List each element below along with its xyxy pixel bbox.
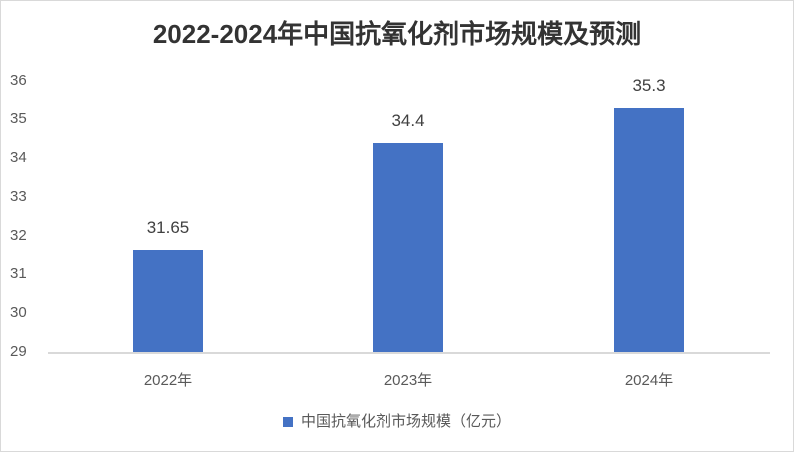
y-tick: 29 [10,343,27,360]
bar-2023[interactable] [373,143,443,352]
y-tick: 36 [10,72,27,89]
legend-swatch-icon [282,417,293,428]
data-label-2022: 31.65 [146,218,190,237]
y-tick: 34 [10,149,27,166]
bar-2022[interactable] [133,250,203,352]
y-tick: 33 [10,188,27,205]
bar-2024[interactable] [614,108,684,352]
legend: 中国抗氧化剂市场规模（亿元） [0,410,794,431]
y-tick: 30 [10,304,27,321]
y-tick: 32 [10,227,27,244]
data-label-2023: 34.4 [391,111,425,130]
legend-label[interactable]: 中国抗氧化剂市场规模（亿元） [300,413,511,430]
chart-title: 2022-2024年中国抗氧化剂市场规模及预测 [152,19,642,49]
data-label-2024: 35.3 [632,76,666,95]
y-tick: 35 [10,110,27,127]
x-axis-line [48,352,770,354]
x-tick: 2023年 [383,372,433,389]
x-tick: 2022年 [143,372,193,389]
y-tick: 31 [10,265,27,282]
x-tick: 2024年 [624,372,674,389]
